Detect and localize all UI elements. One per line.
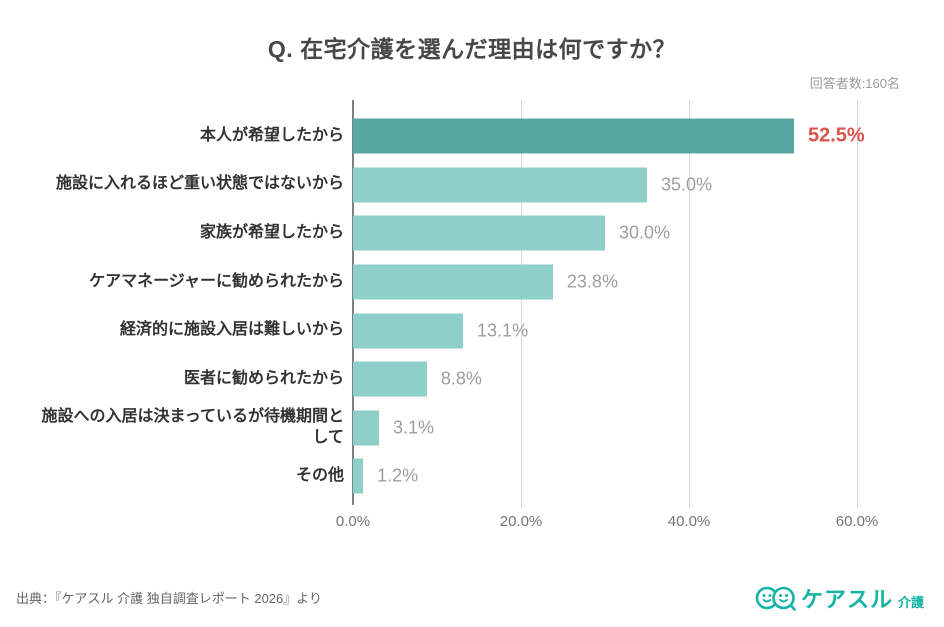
bar-rows: 本人が希望したから 52.5% 施設に入れるほど重い状態ではないから 35.0% 家族が… (37, 112, 907, 501)
bar-row: その他 1.2% (37, 452, 907, 501)
bar (353, 361, 427, 397)
x-axis-tick-label: 60.0% (835, 513, 879, 530)
bar-row: 施設に入れるほど重い状態ではないから 35.0% (37, 161, 907, 210)
x-axis: 0.0% 20.0% 40.0% 60.0% (336, 513, 883, 537)
bar (353, 264, 553, 300)
respondent-count: 回答者数:160名 (809, 76, 900, 91)
bar (353, 215, 605, 251)
bar-track: 52.5% (353, 112, 883, 161)
bar-row: 施設への入居は決まっているが待機期間として 3.1% (37, 404, 907, 453)
x-axis-tick-label: 40.0% (667, 513, 711, 530)
bar-row: ケアマネージャーに勧められたから 23.8% (37, 258, 907, 307)
category-label: 本人が希望したから (199, 126, 344, 144)
bar (353, 313, 464, 349)
bar-chart: 本人が希望したから 52.5% 施設に入れるほど重い状態ではないから 35.0% 家族が… (37, 100, 907, 545)
category-label: その他 (295, 467, 344, 485)
brand-logo-subtext: 介護 (897, 595, 924, 610)
bar-track: 30.0% (353, 209, 883, 258)
category-label: ケアマネージャーに勧められたから (89, 272, 344, 290)
bar (353, 458, 364, 494)
chart-title: Q. 在宅介護を選んだ理由は何ですか？ (267, 36, 677, 62)
grid-line (857, 100, 858, 508)
bar (353, 167, 647, 203)
source-note: 出典：『ケアスル 介護 独自調査レポート 2026』より (16, 591, 322, 606)
bar-track: 35.0% (353, 161, 883, 210)
x-axis-tick-label: 0.0% (335, 513, 371, 530)
smiley-faces-icon (755, 586, 796, 611)
bar-track: 1.2% (353, 452, 883, 501)
grid-line (689, 100, 690, 508)
value-label: 35.0% (661, 174, 713, 195)
value-label: 3.1% (393, 417, 435, 438)
category-label: 家族が希望したから (199, 224, 344, 242)
value-label: 13.1% (477, 320, 529, 341)
bar (353, 410, 380, 446)
x-axis-tick-label: 20.0% (499, 513, 543, 530)
category-label: 施設への入居は決まっているが待機期間として (41, 408, 344, 446)
value-label: 23.8% (566, 271, 618, 292)
brand-logo: ケアスル 介護 (749, 582, 924, 614)
category-label: 施設に入れるほど重い状態ではないから (55, 175, 344, 193)
value-label: 30.0% (619, 222, 671, 243)
bar-row: 医者に勧められたから 8.8% (37, 355, 907, 404)
bar-track: 3.1% (353, 404, 883, 453)
bar-row: 家族が希望したから 30.0% (37, 209, 907, 258)
bar-track: 8.8% (353, 355, 883, 404)
grid-layer (352, 100, 883, 508)
bar-track: 13.1% (353, 306, 883, 355)
y-axis-line (352, 100, 354, 505)
grid-line (521, 100, 522, 508)
value-label: 8.8% (440, 368, 482, 389)
bar (353, 118, 794, 154)
category-label: 経済的に施設入居は難しいから (119, 321, 344, 339)
bar-track: 23.8% (353, 258, 883, 307)
value-label: 1.2% (377, 465, 419, 486)
bar-row: 本人が希望したから 52.5% (37, 112, 907, 161)
value-label: 52.5% (808, 124, 865, 147)
brand-logo-text: ケアスル (800, 587, 893, 612)
bar-row: 経済的に施設入居は難しいから 13.1% (37, 306, 907, 355)
category-label: 医者に勧められたから (183, 369, 344, 387)
